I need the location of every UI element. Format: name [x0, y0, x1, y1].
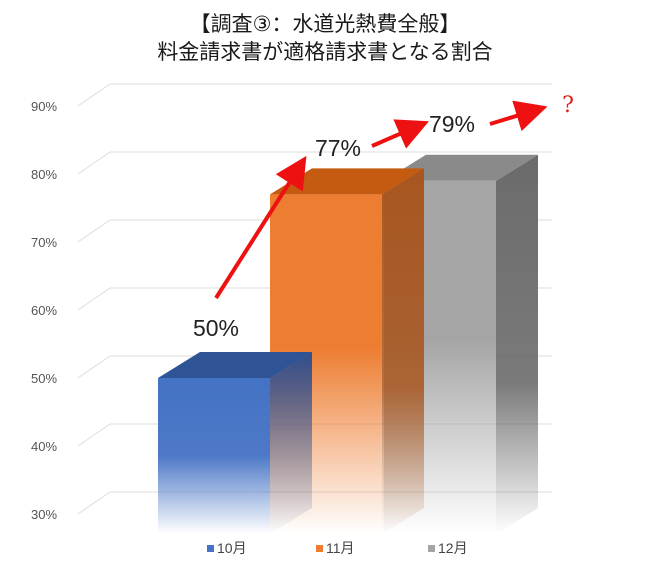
legend-label: 10月 — [217, 540, 247, 556]
y-tick-label: 60% — [31, 303, 57, 318]
bar-10月 — [158, 352, 312, 534]
legend-item-11月: 11月 — [316, 538, 355, 558]
gridline — [77, 151, 552, 175]
y-tick-label: 70% — [31, 235, 57, 250]
y-axis-ticks: 90% 80% 70% 60% 50% 40% 30% — [31, 99, 57, 522]
trend-arrow — [489, 100, 548, 132]
legend-label: 11月 — [326, 540, 355, 556]
y-tick-label: 50% — [31, 371, 57, 386]
bar-top — [158, 352, 312, 378]
data-label-12月: 79% — [429, 111, 475, 137]
trend-arrows — [214, 100, 548, 300]
bar-side — [382, 168, 424, 534]
data-label-11月: 77% — [315, 135, 361, 161]
bar-front — [158, 378, 270, 534]
trend-arrow — [371, 119, 430, 149]
chart-title-line2: 料金請求書が適格請求書となる割合 — [157, 40, 493, 64]
legend-swatch — [316, 544, 323, 552]
y-tick-label: 30% — [31, 507, 57, 522]
question-mark-annotation: ? — [562, 93, 574, 118]
gridline — [77, 83, 552, 107]
y-tick-label: 40% — [31, 439, 57, 454]
y-tick-label: 80% — [31, 167, 57, 182]
data-labels: 50% 77% 79%? — [193, 93, 574, 341]
bars — [158, 154, 538, 535]
y-tick-label: 90% — [31, 99, 57, 114]
chart-title-line1: 【調査③：水道光熱費全般】 — [189, 12, 461, 36]
legend-item-10月: 10月 — [207, 538, 247, 558]
bar-top — [270, 168, 424, 195]
legend-item-12月: 12月 — [428, 538, 468, 558]
legend-swatch — [428, 544, 435, 552]
legend-swatch — [207, 544, 214, 552]
bar-side — [270, 352, 312, 534]
data-label-10月: 50% — [193, 315, 239, 341]
trend-arrow — [214, 155, 307, 300]
legend-label: 12月 — [438, 540, 468, 556]
legend: 10月 11月 12月 — [0, 538, 650, 558]
bar-side — [496, 154, 538, 535]
